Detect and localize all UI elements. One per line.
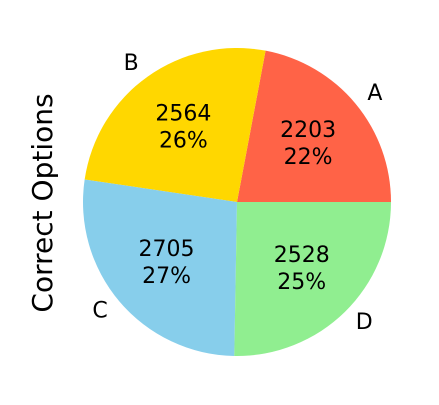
slice-percent-label: 27% [142,264,191,289]
y-axis-label: Correct Options [26,93,59,312]
slice-value-label: 2705 [139,237,195,262]
slice-category-label: D [356,310,373,335]
pie-slice-b [84,47,266,202]
pie-slice-d [234,202,391,356]
slice-percent-label: 26% [159,129,208,154]
pie-slice-a [237,50,391,202]
slice-category-label: B [124,51,139,76]
slice-value-label: 2203 [280,118,336,143]
pie-slice-c [83,179,237,356]
slice-value-label: 2564 [155,102,211,127]
slice-percent-label: 25% [277,270,326,295]
slice-percent-label: 22% [284,145,333,170]
slice-category-label: C [92,299,107,324]
slice-value-label: 2528 [274,243,330,268]
slice-category-label: A [367,81,382,106]
pie-slices [83,47,391,356]
